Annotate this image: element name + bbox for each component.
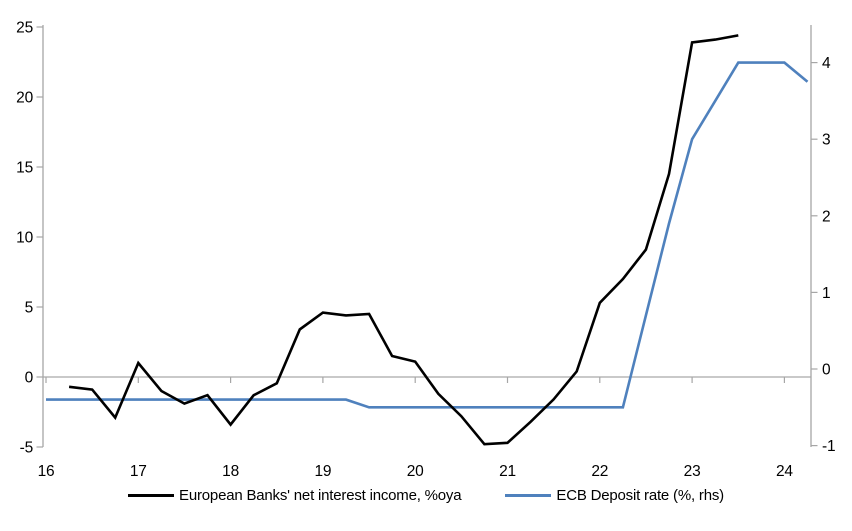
y-axis-right-label: 4 xyxy=(822,55,831,72)
y-axis-left-label: 15 xyxy=(16,160,33,177)
x-axis-label: 22 xyxy=(591,463,608,480)
legend-label-net-interest-income: European Banks' net interest income, %oy… xyxy=(179,487,462,504)
x-axis-label: 21 xyxy=(499,463,516,480)
x-axis-label: 23 xyxy=(684,463,701,480)
x-axis-label: 18 xyxy=(222,463,239,480)
y-axis-left-label: 10 xyxy=(16,230,33,247)
series-line-ecb-deposit-rate xyxy=(46,61,809,409)
y-axis-right-label: 3 xyxy=(822,132,830,149)
legend-swatch-blue-line xyxy=(505,494,552,497)
x-axis-label: 20 xyxy=(407,463,424,480)
y-axis-right-label: 1 xyxy=(822,285,830,302)
x-axis-label: 16 xyxy=(38,463,55,480)
x-axis-label: 24 xyxy=(776,463,793,480)
legend-item-net-interest-income: European Banks' net interest income, %oy… xyxy=(128,487,462,504)
y-axis-left-label: 20 xyxy=(16,90,33,107)
y-axis-left-label: 0 xyxy=(25,370,34,387)
y-axis-right-label: 0 xyxy=(822,362,831,379)
y-axis-left-label: 25 xyxy=(16,20,33,37)
x-axis-label: 19 xyxy=(314,463,331,480)
series-line-net-interest-income xyxy=(68,34,739,446)
legend-swatch-black-line xyxy=(128,494,175,497)
y-axis-left-label: -5 xyxy=(20,440,33,457)
x-axis-label: 17 xyxy=(130,463,147,480)
legend-label-ecb-deposit-rate: ECB Deposit rate (%, rhs) xyxy=(556,487,724,504)
legend-item-ecb-deposit-rate: ECB Deposit rate (%, rhs) xyxy=(505,487,724,504)
y-axis-right-label: 2 xyxy=(822,208,830,225)
y-axis-left-label: 5 xyxy=(25,300,33,317)
y-axis-right-label: -1 xyxy=(822,438,835,455)
legend: European Banks' net interest income, %oy… xyxy=(0,487,852,504)
